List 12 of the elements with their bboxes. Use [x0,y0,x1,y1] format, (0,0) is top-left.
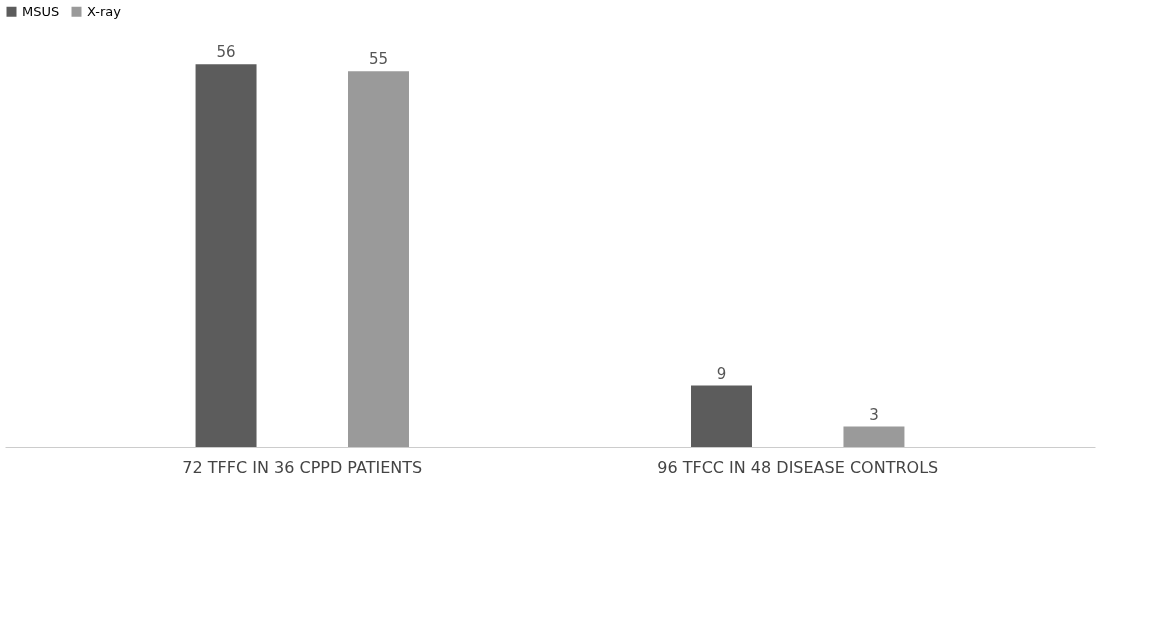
data-label: 55 [368,50,389,69]
bar [843,426,905,447]
legend-label: X-ray [87,3,122,19]
data-label: 9 [716,364,727,383]
x-tick-label: 96 TFCC IN 48 DISEASE CONTROLS [657,457,939,477]
legend-label: MSUS [22,3,60,19]
data-label: 3 [869,405,879,424]
bar [195,64,257,447]
x-tick-label: 72 TFFC IN 36 CPPD PATIENTS [182,457,423,477]
data-label: 56 [216,43,236,62]
bar [348,71,409,447]
bar [691,385,752,447]
